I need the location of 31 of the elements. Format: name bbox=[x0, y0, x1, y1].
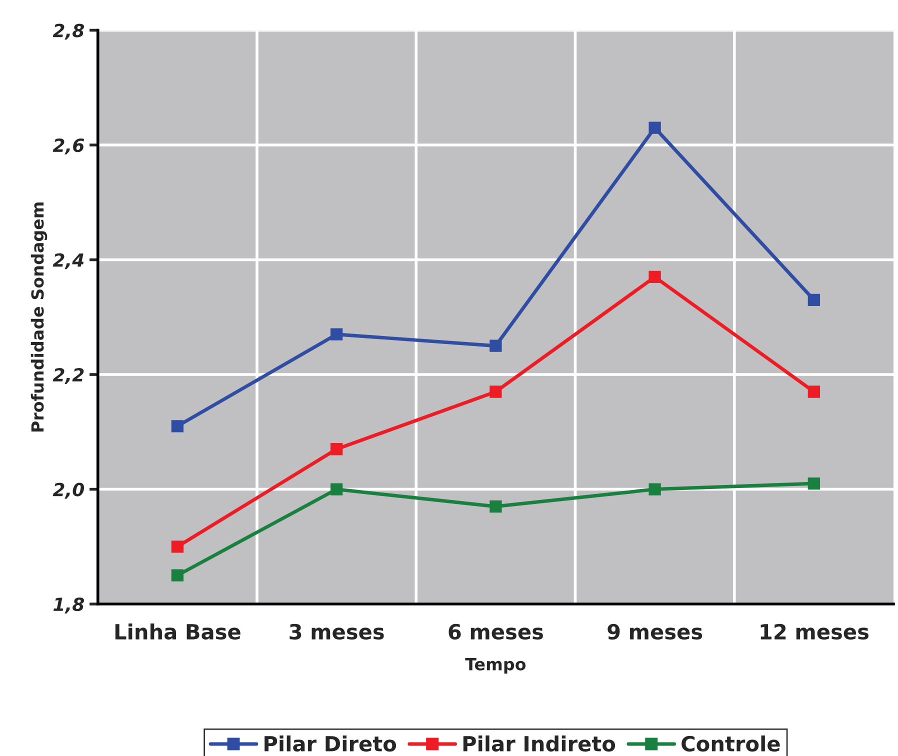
x-tick-label: 9 meses bbox=[608, 624, 702, 640]
legend-label: Controle bbox=[682, 735, 780, 752]
x-tick-label: 12 meses bbox=[760, 624, 868, 640]
legend-label: Pilar Indireto bbox=[463, 735, 616, 752]
point bbox=[648, 270, 661, 284]
y-tick-label: 2,4 bbox=[52, 253, 84, 270]
point bbox=[490, 500, 502, 513]
point bbox=[171, 420, 184, 432]
x-tick-label: 6 meses bbox=[448, 624, 543, 640]
point bbox=[490, 340, 502, 352]
point bbox=[171, 569, 184, 582]
x-tick-label: 3 meses bbox=[290, 624, 384, 640]
y-tick-label: 2,2 bbox=[52, 368, 84, 384]
legend-label: Pilar Direto bbox=[264, 735, 396, 752]
point bbox=[648, 483, 661, 496]
point bbox=[648, 122, 661, 134]
point bbox=[330, 483, 343, 496]
point bbox=[808, 386, 820, 398]
y-tick-label: 2,6 bbox=[52, 138, 84, 154]
y-tick-label: 2,8 bbox=[52, 24, 84, 40]
x-axis-title: Tempo bbox=[465, 658, 526, 674]
point bbox=[808, 294, 820, 306]
y-tick-label: 2,0 bbox=[52, 482, 84, 499]
point bbox=[490, 386, 502, 398]
point bbox=[330, 328, 343, 340]
point bbox=[808, 477, 820, 490]
x-tick-label: Linha Base bbox=[115, 623, 240, 640]
y-axis-title: Profundidade Sondagem bbox=[30, 202, 48, 432]
point bbox=[330, 443, 343, 456]
point bbox=[171, 540, 184, 553]
y-tick-label: 1,8 bbox=[53, 598, 84, 614]
